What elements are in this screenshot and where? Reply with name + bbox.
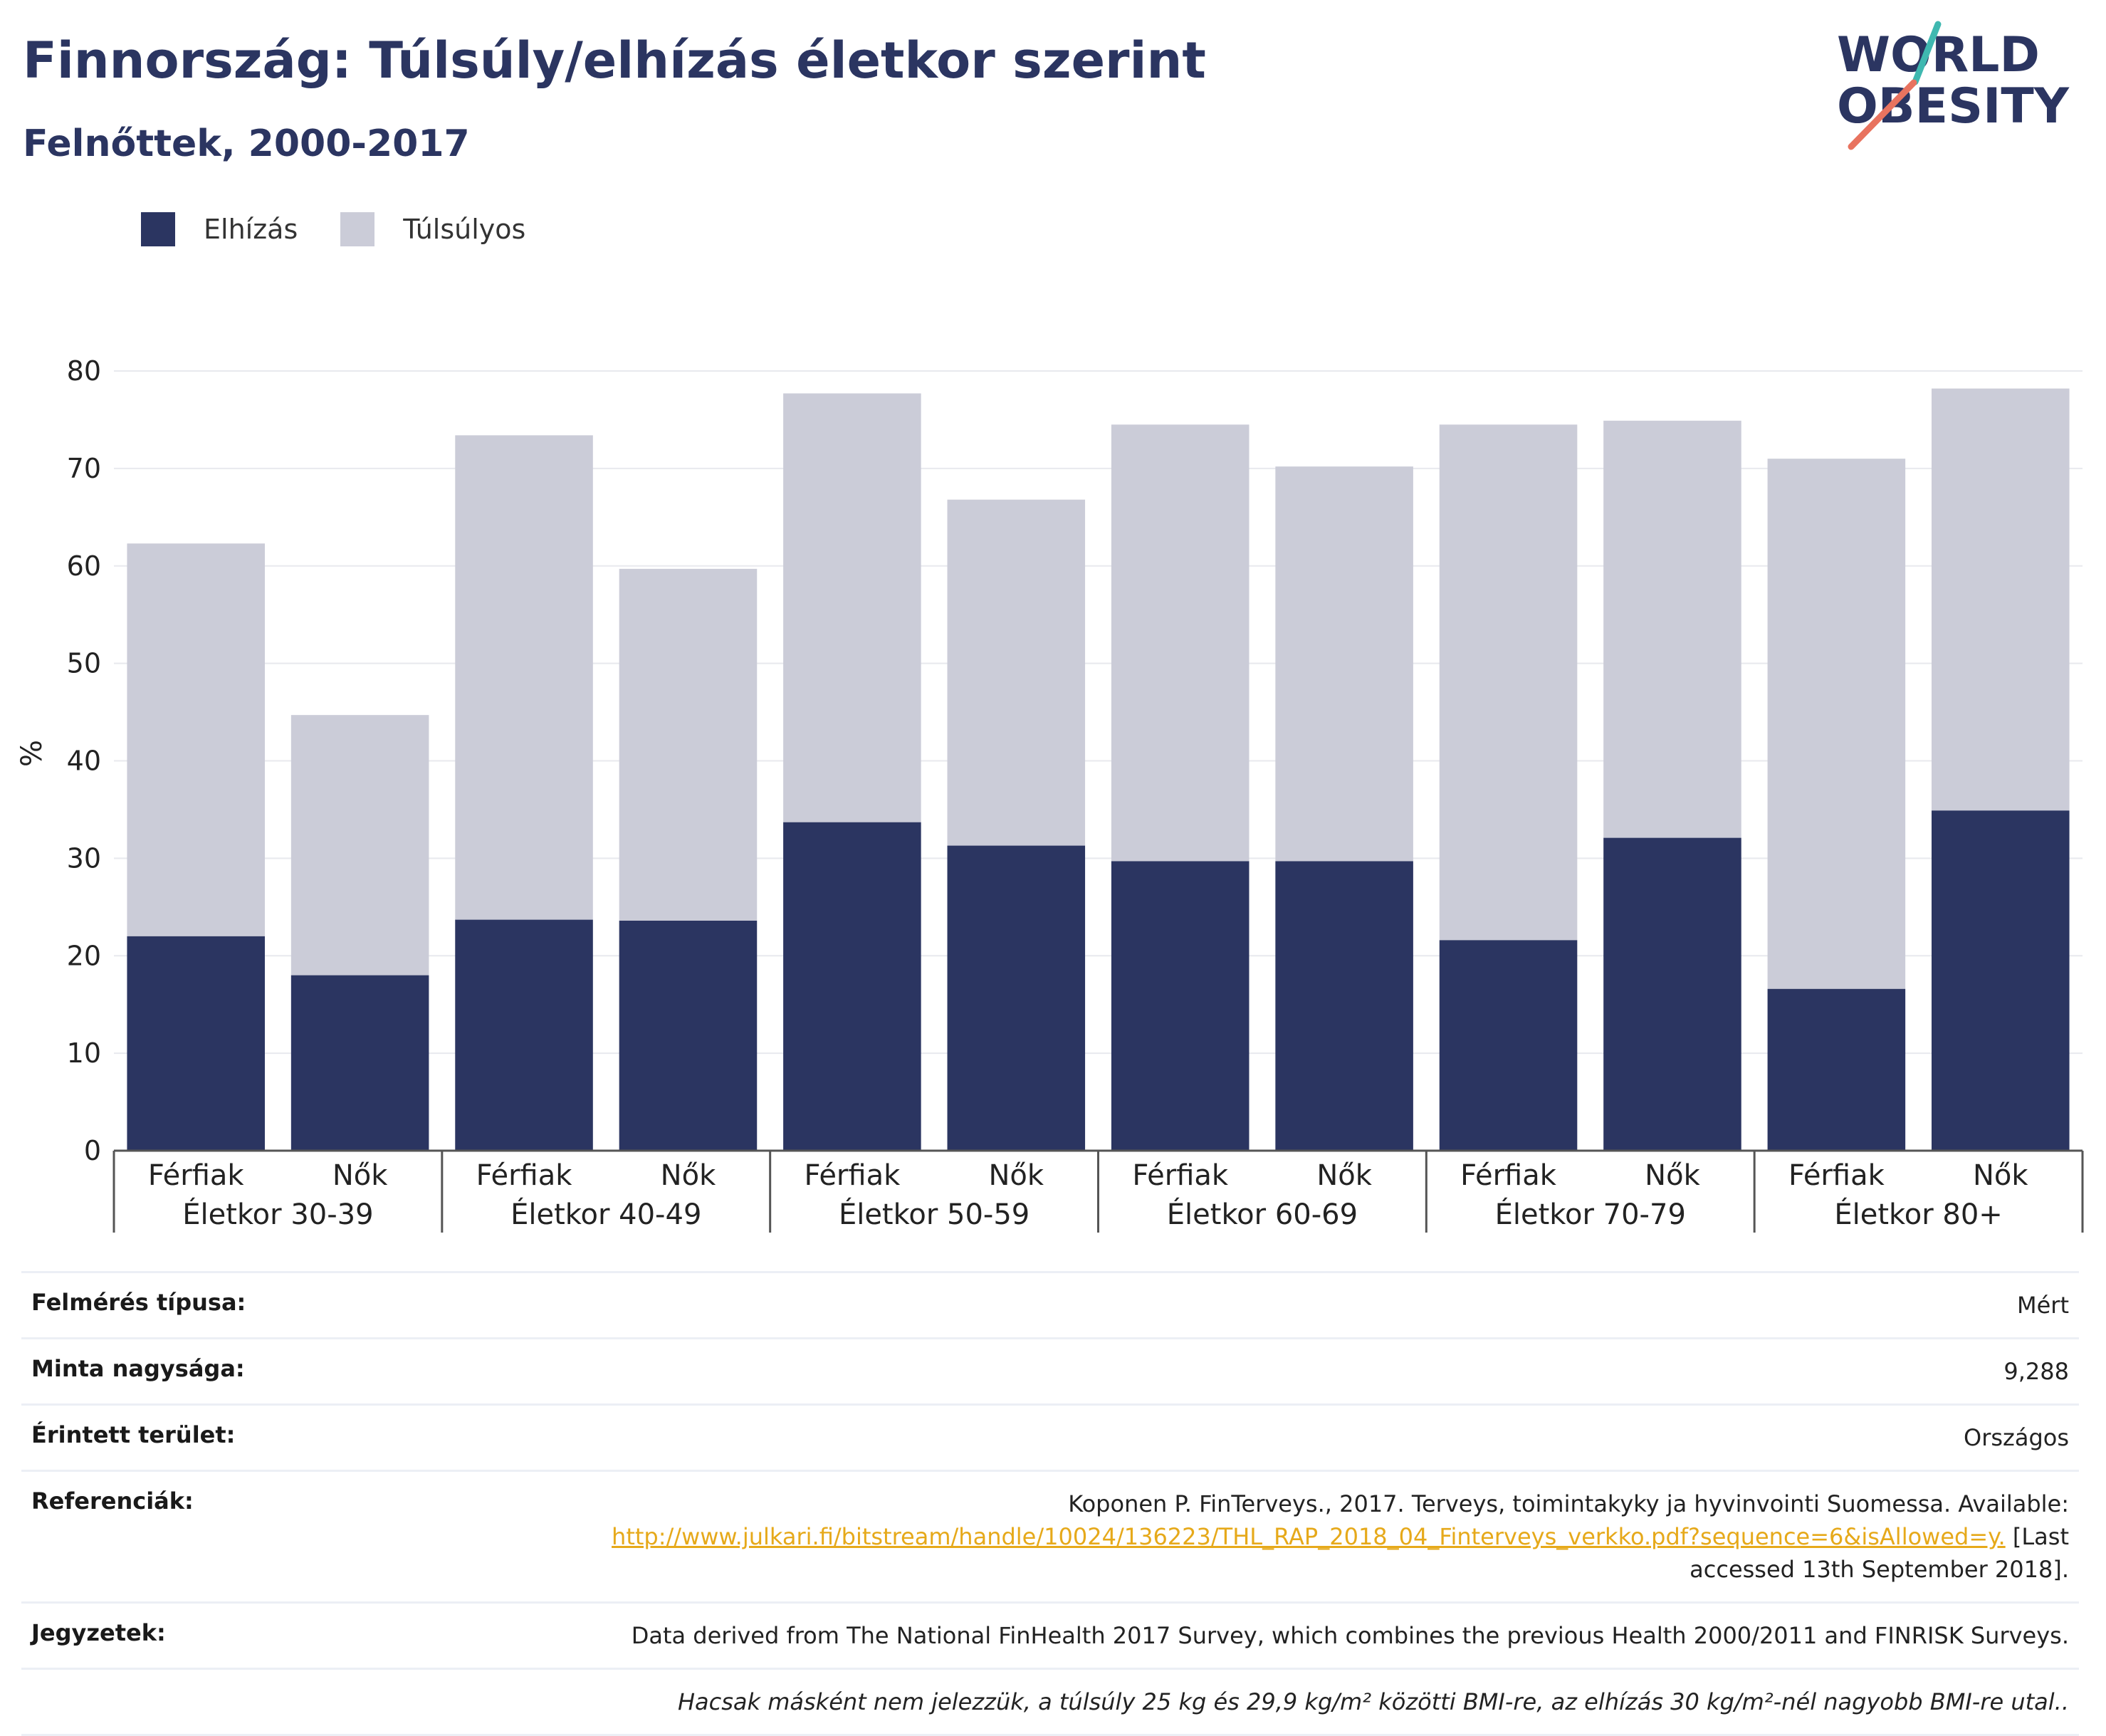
logo-slash-coral [1848,79,1917,150]
row-references: Referenciák: Koponen P. FinTerveys., 201… [21,1470,2079,1603]
notes-label: Jegyzetek: [31,1619,166,1646]
y-tick-label: 60 [67,550,101,582]
x-category-label: Férfiak [476,1159,573,1192]
footnote: Hacsak másként nem jelezzük, a túlsúly 2… [677,1688,2069,1715]
legend-swatch-overweight [340,212,375,246]
x-category-label: Nők [661,1159,716,1192]
area-value: Országos [1964,1424,2069,1451]
sample-size-label: Minta nagysága: [31,1355,245,1382]
reference-text: Koponen P. FinTerveys., 2017. Terveys, t… [1068,1490,2069,1517]
legend-swatch-obesity [141,212,175,246]
y-tick-label: 0 [84,1135,101,1166]
x-category-label: Nők [989,1159,1044,1192]
stacked-bar-chart: 0 10 20 30 40 50 60 70 80% Férfiak Nők Férfiak Nők Fé… [16,355,2084,1233]
x-category-label: Nők [332,1159,388,1192]
legend-item-obesity[interactable]: Elhízás [141,212,298,246]
x-group-label: Életkor 50-59 [839,1197,1030,1231]
logo-slash-teal [1912,21,1942,85]
chart-legend: Elhízás Túlsúlyos [141,212,568,246]
x-group-label: Életkor 60-69 [1167,1197,1358,1231]
bar-overweight [1275,466,1413,862]
x-category-label: Nők [1645,1159,1700,1192]
bar-overweight [1932,388,2070,811]
x-category-label: Férfiak [1460,1159,1557,1192]
row-footnote: Hacsak másként nem jelezzük, a túlsúly 2… [21,1668,2079,1735]
bar-obesity [1275,861,1413,1151]
y-tick-label: 10 [67,1037,101,1069]
page-subtitle: Felnőttek, 2000-2017 [23,122,470,165]
bar-obesity [1767,988,1906,1151]
bar-overweight [947,499,1086,846]
bar-overweight [783,393,921,822]
survey-type-value: Mért [2017,1292,2069,1319]
page-title: Finnország: Túlsúly/elhízás életkor szer… [23,31,1206,90]
row-survey-type: Felmérés típusa: Mért [21,1272,2079,1339]
sample-size-value: 9,288 [2003,1358,2069,1385]
references-label: Referenciák: [31,1487,194,1515]
notes-value: Data derived from The National FinHealth… [631,1622,2069,1649]
x-category-label: Férfiak [148,1159,245,1192]
x-category-label: Férfiak [1132,1159,1229,1192]
y-axis-label: % [16,740,48,767]
x-category-label: Férfiak [805,1159,901,1192]
logo-line-1: WORLD [1837,27,2040,83]
bar-obesity [1603,837,1741,1151]
x-category-label: Nők [1316,1159,1372,1192]
legend-label-overweight: Túlsúlyos [403,214,526,245]
y-tick-label: 70 [67,453,101,484]
world-obesity-logo: WORLD OBESITY [1837,21,2070,150]
x-group-label: Életkor 70-79 [1495,1197,1686,1231]
y-tick-label: 40 [67,746,101,777]
x-group-label: Életkor 80+ [1834,1197,2002,1231]
bar-overweight [1111,424,1250,862]
bar-obesity [947,845,1086,1151]
bar-obesity [1111,861,1250,1151]
x-category-label: Nők [1973,1159,2028,1192]
bar-obesity [619,920,758,1151]
x-category-label: Férfiak [1788,1159,1885,1192]
area-label: Érintett terület: [31,1421,236,1448]
bar-overweight [455,435,593,920]
bar-obesity [455,919,593,1151]
survey-info-table: Felmérés típusa: Mért Minta nagysága: 9,… [21,1271,2079,1736]
reference-after-link: [Last [2005,1523,2069,1550]
survey-type-label: Felmérés típusa: [31,1289,246,1316]
bar-obesity [1439,940,1578,1151]
x-group-label: Életkor 40-49 [510,1197,701,1231]
row-notes: Jegyzetek: Data derived from The Nationa… [21,1602,2079,1669]
bar-obesity [783,822,921,1151]
y-tick-label: 20 [67,940,101,971]
bar-overweight [1603,420,1741,838]
bar-overweight [127,543,265,936]
bar-obesity [127,936,265,1151]
bar-overweight [290,715,429,976]
bar-overweight [619,568,758,921]
row-sample-size: Minta nagysága: 9,288 [21,1338,2079,1405]
bar-obesity [290,975,429,1151]
bar-overweight [1439,424,1578,941]
y-tick-label: 50 [67,648,101,679]
y-tick-label: 80 [67,355,101,387]
x-group-label: Életkor 30-39 [182,1197,373,1231]
row-area: Érintett terület: Országos [21,1404,2079,1471]
y-tick-label: 30 [67,842,101,874]
references-value: Koponen P. FinTerveys., 2017. Terveys, t… [412,1471,2079,1603]
bar-overweight [1767,459,1906,989]
legend-label-obesity: Elhízás [204,214,298,245]
legend-item-overweight[interactable]: Túlsúlyos [340,212,525,246]
reference-link[interactable]: http://www.julkari.fi/bitstream/handle/1… [612,1523,2006,1550]
bar-obesity [1932,810,2070,1151]
reference-accessed: accessed 13th September 2018]. [1689,1556,2069,1583]
